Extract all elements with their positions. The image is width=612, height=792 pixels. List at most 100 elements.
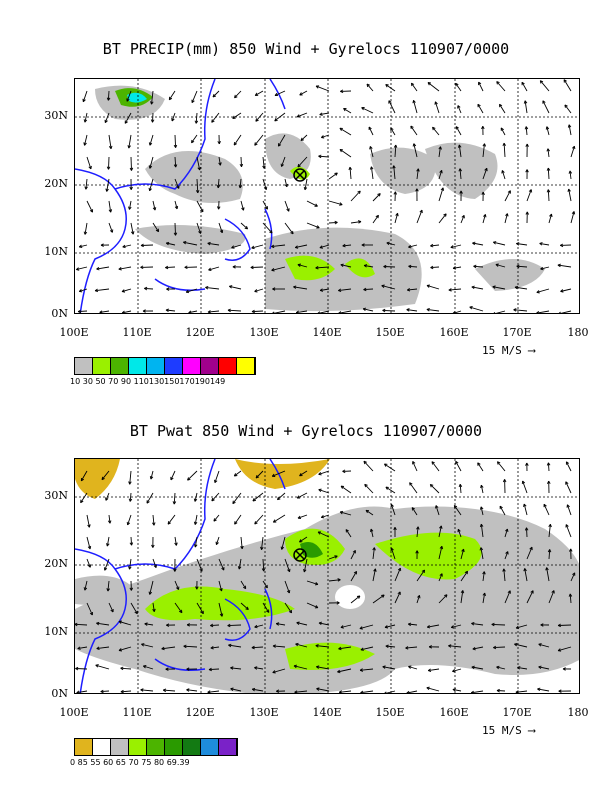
wind-vector-arrowhead: [382, 665, 386, 669]
lon-label: 120E: [185, 706, 215, 719]
wind-vector-arrowhead: [479, 523, 484, 528]
wind-vector: [174, 200, 178, 210]
wind-vector: [438, 594, 448, 604]
wind-vector-arrowhead: [546, 462, 551, 466]
wind-vector: [382, 666, 396, 670]
wind-vector: [218, 222, 223, 233]
wind-vector: [281, 536, 286, 550]
gyre-location-marker: [293, 168, 307, 182]
wind-vector-arrowhead: [106, 166, 111, 170]
wind-vector: [262, 200, 268, 210]
wind-vector: [547, 189, 550, 202]
wind-vector: [108, 222, 113, 233]
wind-vector: [480, 485, 484, 494]
wind-vector: [196, 200, 204, 213]
wind-vector: [495, 264, 506, 268]
wind-vector: [262, 178, 267, 190]
lon-label: 120E: [185, 326, 215, 339]
wind-vector: [372, 547, 375, 560]
wind-vector: [152, 602, 155, 612]
wind-vector: [390, 547, 396, 560]
wind-vector: [539, 80, 550, 92]
wind-vector-arrowhead: [110, 608, 114, 613]
wind-vector: [96, 622, 110, 626]
wind-vector: [370, 528, 374, 538]
wind-vector-arrowhead: [251, 245, 255, 250]
wind-vector-arrowhead: [427, 668, 432, 673]
wind-vector-arrowhead: [516, 242, 520, 246]
wind-vector: [438, 187, 444, 202]
wind-vector-arrowhead: [419, 209, 423, 214]
wind-vector-arrowhead: [448, 288, 452, 292]
wind-vector: [338, 288, 352, 292]
panel1-map-svg: [75, 79, 579, 313]
wind-vector: [364, 483, 374, 494]
wind-vector-arrowhead: [457, 105, 461, 109]
wind-vector: [173, 492, 176, 505]
wind-vector-arrowhead: [426, 284, 430, 288]
wind-vector-arrowhead: [523, 568, 527, 572]
wind-vector: [478, 81, 484, 92]
wind-vector-arrowhead: [84, 186, 88, 190]
wind-vector-arrowhead: [320, 135, 325, 139]
wind-vector-arrowhead: [416, 526, 420, 530]
wind-vector-arrowhead: [546, 189, 551, 193]
wind-vector-arrowhead: [361, 107, 365, 111]
wind-vector: [284, 580, 290, 594]
wind-vector: [438, 213, 447, 224]
wind-vector-arrowhead: [299, 539, 303, 543]
wind-vector: [548, 524, 551, 538]
wind-vector-arrowhead: [426, 307, 430, 312]
wind-vector: [570, 211, 575, 224]
wind-vector-arrowhead: [82, 98, 86, 103]
wind-vector: [557, 646, 572, 652]
wind-vector: [86, 514, 90, 528]
wind-vector-arrowhead: [217, 141, 221, 145]
wind-vector: [480, 547, 484, 560]
wind-vector-arrowhead: [523, 503, 527, 508]
wind-vector: [472, 242, 484, 246]
wind-vector: [210, 646, 220, 649]
wind-vector-arrowhead: [272, 644, 276, 648]
wind-vector: [251, 244, 264, 249]
wind-vector: [262, 602, 270, 613]
wind-vector-arrowhead: [390, 127, 394, 131]
wind-vector: [165, 309, 176, 312]
wind-vector: [273, 514, 286, 523]
wind-vector-arrowhead: [198, 230, 202, 234]
wind-vector: [536, 288, 550, 293]
wind-vector: [546, 126, 550, 136]
wind-vector-arrowhead: [572, 572, 576, 576]
wind-vector-arrowhead: [171, 118, 175, 122]
wind-vector-arrowhead: [94, 288, 99, 293]
wind-vector: [460, 570, 468, 582]
lon-label: 150E: [375, 326, 405, 339]
wind-vector: [120, 667, 132, 670]
wind-vector: [500, 127, 506, 136]
wind-vector-arrowhead: [481, 191, 485, 195]
wind-vector-arrowhead: [385, 644, 389, 648]
wind-vector-arrowhead: [393, 144, 398, 148]
wind-vector: [174, 222, 176, 236]
wind-vector: [564, 104, 572, 114]
wind-vector-arrowhead: [334, 172, 338, 176]
wind-vector-arrowhead: [231, 245, 235, 249]
wind-vector-arrowhead: [234, 94, 238, 99]
wind-vector: [218, 558, 225, 571]
wind-vector: [194, 514, 198, 525]
wind-vector: [471, 622, 484, 626]
wind-vector: [297, 264, 308, 268]
wind-vector-arrowhead: [193, 544, 198, 548]
wind-vector: [318, 155, 330, 158]
lon-label: 100E: [59, 706, 89, 719]
wind-vector-arrowhead: [415, 188, 419, 192]
wind-vector-arrowhead: [493, 241, 497, 245]
wind-vector: [453, 266, 462, 269]
wind-vector: [350, 550, 356, 560]
wind-vector-arrowhead: [303, 186, 308, 191]
wind-vector-arrowhead: [212, 93, 217, 98]
wind-vector: [319, 112, 330, 116]
wind-vector-arrowhead: [166, 287, 170, 291]
wind-vector-arrowhead: [103, 567, 108, 571]
wind-vector-arrowhead: [352, 550, 356, 554]
